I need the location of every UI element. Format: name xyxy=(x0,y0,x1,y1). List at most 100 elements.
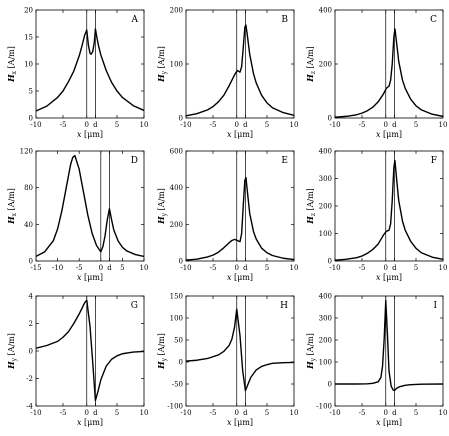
x-tick-label: 10 xyxy=(140,121,149,129)
plot-frame xyxy=(35,150,145,262)
x-tick-label: d xyxy=(107,264,112,272)
x-tick-label: 0 xyxy=(384,121,388,129)
panel-letter: H xyxy=(280,301,288,311)
x-tick-label: -5 xyxy=(210,264,217,272)
y-tick-label: 400 xyxy=(319,148,332,156)
x-tick-label: 10 xyxy=(439,121,448,129)
y-tick-label: 0 xyxy=(179,115,183,123)
x-tick-label: 5 xyxy=(265,121,269,129)
y-tick-label: 100 xyxy=(319,359,332,367)
y-tick-label: 200 xyxy=(319,203,332,211)
x-tick-label: 0 xyxy=(384,409,388,417)
y-tick-label: 200 xyxy=(319,61,332,69)
panel-letter: A xyxy=(131,15,139,25)
series-line xyxy=(335,28,443,118)
panel-letter: G xyxy=(131,301,138,311)
x-tick-label: d xyxy=(93,409,98,417)
panel-letter: C xyxy=(430,15,437,25)
x-tick-label: -5 xyxy=(359,264,366,272)
x-tick-label: -10 xyxy=(329,264,340,272)
y-tick-label: 0 xyxy=(29,348,33,356)
series-line xyxy=(36,28,144,112)
plot-frame xyxy=(185,295,295,407)
x-tick-label: 10 xyxy=(290,409,299,417)
y-tick-label: 2 xyxy=(29,320,33,328)
y-tick-label: 80 xyxy=(24,184,33,192)
series-line xyxy=(36,299,144,402)
y-tick-label: -100 xyxy=(167,403,183,411)
y-tick-label: 15 xyxy=(24,34,33,42)
y-tick-label: -50 xyxy=(172,381,183,389)
series-line xyxy=(186,308,294,392)
series-line xyxy=(186,176,294,261)
plot-frame xyxy=(334,9,444,119)
x-tick-label: -10 xyxy=(52,264,63,272)
y-tick-label: 200 xyxy=(170,221,183,229)
y-tick-label: 300 xyxy=(319,175,332,183)
plot-frame xyxy=(185,9,295,119)
series-line xyxy=(186,24,294,117)
y-tick-label: 100 xyxy=(170,61,183,69)
series-line xyxy=(335,159,443,261)
y-tick-label: 0 xyxy=(179,258,183,266)
x-tick-label: d xyxy=(392,264,397,272)
panel-letter: I xyxy=(433,301,437,311)
y-tick-label: -4 xyxy=(26,403,33,411)
plot-frame xyxy=(185,150,295,262)
x-tick-label: 0 xyxy=(99,264,103,272)
y-tick-label: 0 xyxy=(328,381,332,389)
plot-frame xyxy=(334,150,444,262)
x-tick-label: 0 xyxy=(235,409,239,417)
y-tick-label: 150 xyxy=(170,293,183,301)
panel-letter: E xyxy=(281,156,288,166)
y-tick-label: 4 xyxy=(29,293,34,301)
x-tick-label: d xyxy=(93,121,98,129)
y-tick-label: 5 xyxy=(29,88,33,96)
y-axis-label: Hy [A/m] xyxy=(156,333,168,370)
y-tick-label: 0 xyxy=(179,359,183,367)
x-tick-label: d xyxy=(243,264,248,272)
series-line xyxy=(335,299,443,392)
x-tick-label: -5 xyxy=(76,264,83,272)
x-tick-label: -5 xyxy=(359,121,366,129)
x-axis-label: x [μm] xyxy=(77,273,103,282)
x-tick-label: 0 xyxy=(235,121,239,129)
y-tick-label: 40 xyxy=(24,221,33,229)
y-tick-label: 100 xyxy=(319,230,332,238)
x-axis-label: x [μm] xyxy=(376,273,402,282)
x-tick-label: 5 xyxy=(120,264,124,272)
series-line xyxy=(36,154,144,258)
x-tick-label: 5 xyxy=(115,121,119,129)
x-tick-label: 10 xyxy=(439,264,448,272)
y-tick-label: 50 xyxy=(174,337,183,345)
x-tick-label: 10 xyxy=(140,264,149,272)
y-tick-label: 0 xyxy=(29,258,33,266)
y-tick-label: 400 xyxy=(319,7,332,15)
x-tick-label: d xyxy=(243,121,248,129)
y-tick-label: 0 xyxy=(328,258,332,266)
x-tick-label: 10 xyxy=(439,409,448,417)
x-tick-label: d xyxy=(392,409,397,417)
x-tick-label: 10 xyxy=(290,121,299,129)
x-axis-label: x [μm] xyxy=(227,273,253,282)
x-tick-label: -10 xyxy=(329,409,340,417)
y-tick-label: 200 xyxy=(170,7,183,15)
x-tick-label: -5 xyxy=(359,409,366,417)
x-tick-label: -15 xyxy=(30,264,41,272)
plot-frame xyxy=(334,295,444,407)
y-tick-label: -2 xyxy=(26,375,33,383)
x-tick-label: -5 xyxy=(210,409,217,417)
y-tick-label: 400 xyxy=(170,184,183,192)
x-tick-label: d xyxy=(392,121,397,129)
x-tick-label: 5 xyxy=(265,409,269,417)
x-tick-label: -10 xyxy=(30,121,41,129)
x-tick-label: -10 xyxy=(180,121,191,129)
y-axis-label: Hy [A/m] xyxy=(6,333,18,370)
x-tick-label: -5 xyxy=(60,409,67,417)
